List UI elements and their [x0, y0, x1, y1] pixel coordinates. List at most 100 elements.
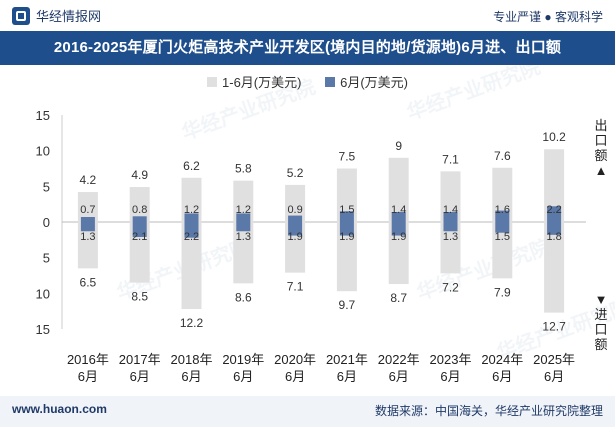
data-label-ytd-import: 8.6: [235, 290, 252, 304]
data-label-month-import: 2.1: [132, 231, 147, 243]
data-label-ytd-export: 7.1: [442, 152, 459, 166]
data-label-ytd-import: 8.7: [390, 291, 407, 305]
data-label-ytd-export: 5.8: [235, 162, 252, 176]
bar-ytd-import: [388, 222, 409, 285]
x-tick-label-year: 2016年: [67, 352, 109, 367]
x-tick-label-month: 6月: [492, 369, 512, 384]
data-label-ytd-import: 6.5: [80, 275, 97, 289]
watermark-text: 华经产业研究院: [414, 234, 554, 304]
footer-website: www.huaon.com: [12, 402, 107, 416]
data-label-ytd-export: 4.9: [131, 168, 148, 182]
data-label-ytd-export: 6.2: [183, 159, 200, 173]
bar-month-export: [495, 210, 510, 222]
bar-month-export: [391, 212, 406, 222]
bar-ytd-import: [129, 222, 150, 283]
bar-ytd-import: [181, 222, 202, 310]
data-label-ytd-export: 4.2: [80, 173, 97, 187]
data-label-month-import: 2.2: [184, 231, 199, 243]
x-tick-label-year: 2020年: [274, 352, 316, 367]
y-tick-label: 15: [36, 108, 50, 123]
legend: 1-6月(万美元) 6月(万美元): [0, 72, 615, 91]
data-label-month-import: 1.9: [391, 231, 406, 243]
bar-ytd-import: [233, 222, 254, 284]
brand: 华经情报网: [12, 6, 101, 25]
data-label-month-export: 1.4: [443, 204, 458, 216]
bar-month-export: [547, 206, 562, 222]
data-label-ytd-import: 9.7: [339, 298, 356, 312]
data-label-month-import: 1.3: [236, 231, 251, 243]
bar-month-export: [184, 213, 199, 222]
x-tick-label-year: 2024年: [481, 352, 523, 367]
data-label-ytd-import: 8.5: [131, 290, 148, 304]
data-label-ytd-export: 9: [395, 139, 402, 153]
data-label-ytd-export: 10.2: [542, 130, 566, 144]
brand-name: 华经情报网: [36, 9, 102, 24]
bar-month-export: [80, 217, 95, 222]
bar-ytd-export: [336, 168, 357, 222]
bar-ytd-import: [492, 222, 513, 279]
y-tick-label: 10: [36, 286, 50, 301]
bar-month-import: [80, 222, 95, 232]
x-tick-label-year: 2022年: [378, 352, 420, 367]
data-label-month-export: 2.2: [546, 204, 561, 216]
bar-month-export: [339, 211, 354, 222]
top-bar: 华经情报网 专业严谨 ● 客观科学: [0, 0, 615, 30]
data-label-month-export: 0.7: [80, 204, 95, 216]
x-tick-label-month: 6月: [233, 369, 253, 384]
x-tick-label-year: 2019年: [222, 352, 264, 367]
data-label-month-export: 1.5: [339, 204, 354, 216]
x-tick-label-year: 2017年: [119, 352, 161, 367]
data-label-month-import: 1.3: [443, 231, 458, 243]
bar-month-import: [288, 222, 303, 236]
bar-ytd-import: [440, 222, 461, 274]
bar-month-export: [443, 212, 458, 222]
bar-ytd-import: [336, 222, 357, 292]
data-label-ytd-import: 7.1: [287, 280, 304, 294]
bar-month-import: [184, 222, 199, 238]
x-tick-label-year: 2018年: [171, 352, 213, 367]
x-tick-label-month: 6月: [78, 369, 98, 384]
chart-title: 2016-2025年厦门火炬高技术产业开发区(境内目的地/货源地)6月进、出口额: [53, 39, 562, 56]
legend-item-month: 6月(万美元): [325, 72, 408, 91]
data-label-month-import: 1.9: [339, 231, 354, 243]
data-label-ytd-export: 7.5: [339, 150, 356, 164]
watermark-text: 华经产业研究院: [179, 74, 319, 144]
bar-month-import: [547, 222, 562, 235]
bar-month-export: [236, 213, 251, 222]
x-tick-label-month: 6月: [181, 369, 201, 384]
legend-label-ytd: 1-6月(万美元): [222, 75, 302, 90]
bar-month-import: [132, 222, 147, 237]
bar-ytd-export: [440, 171, 461, 222]
bar-ytd-export: [492, 167, 513, 222]
bar-month-export: [132, 216, 147, 222]
y-tick-label: 5: [43, 179, 50, 194]
x-tick-label-month: 6月: [285, 369, 305, 384]
data-label-ytd-import: 12.2: [180, 316, 204, 330]
bar-ytd-export: [233, 180, 254, 222]
x-tick-label-month: 6月: [440, 369, 460, 384]
tagline: 专业严谨 ● 客观科学: [493, 10, 603, 24]
y-tick-label: 15: [36, 322, 50, 337]
bar-ytd-import: [77, 222, 98, 269]
watermark-text: 华经产业研究院: [404, 54, 544, 124]
data-label-month-import: 1.5: [495, 231, 510, 243]
bar-month-import: [495, 222, 510, 233]
bar-month-import: [339, 222, 354, 236]
data-label-month-export: 1.4: [391, 204, 406, 216]
bar-ytd-export: [77, 192, 98, 222]
side-label-export: 出口额▲: [594, 118, 608, 178]
legend-item-ytd: 1-6月(万美元): [207, 72, 301, 91]
x-tick-label-month: 6月: [389, 369, 409, 384]
legend-label-month: 6月(万美元): [340, 75, 408, 90]
legend-swatch-ytd: [207, 76, 218, 87]
bar-ytd-export: [129, 187, 150, 222]
footer-bar: [0, 396, 615, 427]
bar-ytd-export: [181, 177, 202, 222]
data-label-month-import: 1.9: [287, 231, 302, 243]
legend-swatch-month: [325, 76, 336, 87]
bar-ytd-export: [388, 157, 409, 222]
x-tick-label-month: 6月: [337, 369, 357, 384]
data-label-month-import: 1.8: [546, 231, 561, 243]
x-tick-label-year: 2023年: [430, 352, 472, 367]
